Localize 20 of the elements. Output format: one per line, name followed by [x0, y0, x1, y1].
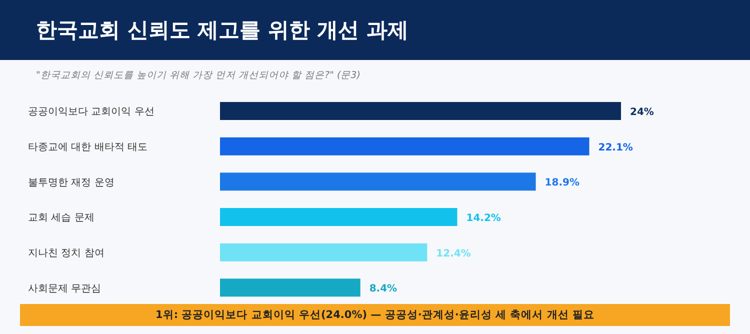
data-label: 18.9%: [544, 178, 580, 189]
y-tick-label: 공공이익보다 교회이익 우선: [28, 106, 154, 118]
data-label: 8.4%: [369, 284, 398, 295]
bar: [220, 278, 360, 297]
bar: [220, 243, 428, 262]
bar: [220, 208, 458, 226]
y-tick-label: 타종교에 대한 배타적 태도: [28, 142, 148, 153]
y-tick-label: 지나친 정치 참여: [28, 248, 104, 259]
y-tick-label: 교회 세습 문제: [28, 212, 94, 224]
chart-subtitle: "한국교회의 신뢰도를 높이기 위해 가장 먼저 개선되어야 할 점은?" (문3): [36, 69, 360, 82]
bar: [220, 172, 536, 191]
data-label: 14.2%: [466, 213, 501, 224]
chart-title: 한국교회 신뢰도 제고를 위한 개선 과제: [36, 17, 409, 44]
y-tick-label: 사회문제 무관심: [28, 283, 102, 294]
y-tick-label: 불투명한 재정 운영: [28, 177, 114, 188]
bar: [220, 102, 621, 120]
data-label: 12.4%: [436, 248, 471, 260]
bar: [220, 137, 590, 156]
data-label: 24%: [630, 107, 654, 118]
data-label: 22.1%: [598, 142, 633, 154]
